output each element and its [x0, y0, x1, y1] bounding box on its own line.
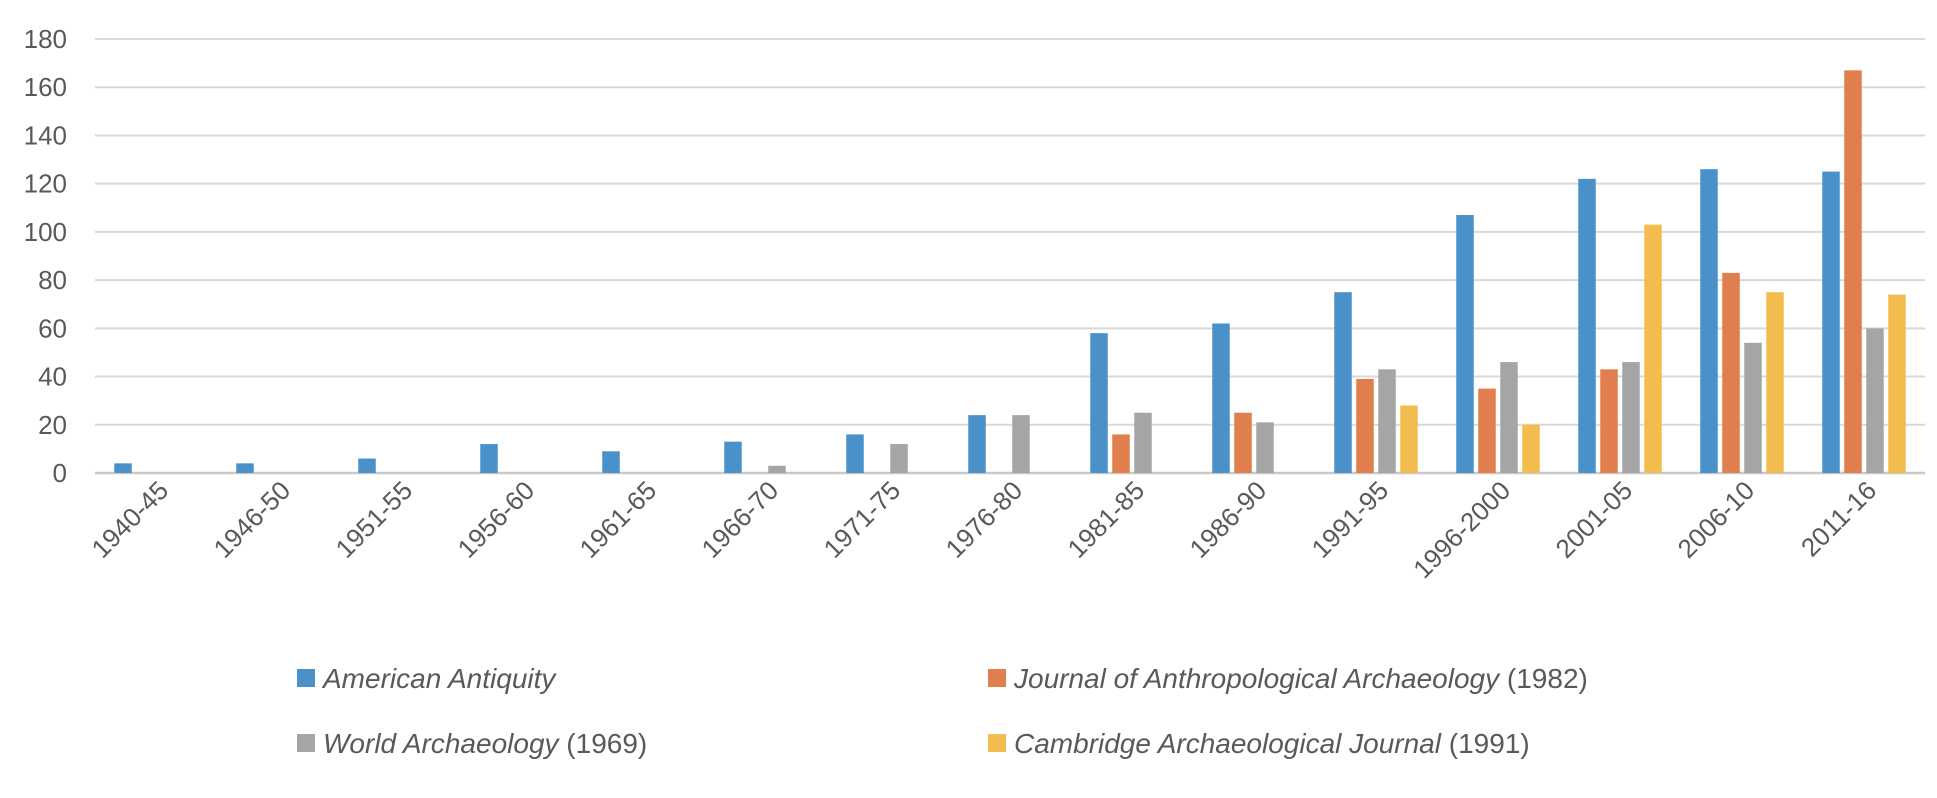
- gridlines: [95, 38, 1925, 475]
- bar-american-antiquity-1966-70: [724, 441, 742, 473]
- y-tick-label: 120: [24, 169, 67, 199]
- legend-entry: World Archaeology (1969): [323, 728, 647, 759]
- bar-world-archaeology-1981-85: [1134, 412, 1152, 473]
- bar-world-archaeology-2001-05: [1622, 362, 1640, 473]
- x-tick-label: 1996-2000: [1407, 475, 1516, 584]
- legend-series-name: World Archaeology: [323, 728, 561, 759]
- legend: American Antiquity Journal of Anthropolog…: [297, 663, 1588, 759]
- y-tick-label: 60: [38, 313, 67, 343]
- x-tick-label: 1986-90: [1184, 475, 1273, 564]
- legend-series-year: (1991): [1441, 728, 1530, 759]
- legend-swatch: [297, 669, 315, 687]
- bars: [114, 70, 1906, 473]
- legend-series-year: (1982): [1499, 663, 1588, 694]
- bar-cambridge-archaeological-journal-2011-16: [1888, 294, 1906, 473]
- y-tick-label: 100: [24, 217, 67, 247]
- x-tick-label: 1956-60: [452, 475, 541, 564]
- legend-series-name: Cambridge Archaeological Journal: [1014, 728, 1442, 759]
- legend-series-name: Journal of Anthropological Archaeology: [1013, 663, 1501, 694]
- y-tick-label: 40: [38, 362, 67, 392]
- bar-american-antiquity-2006-10: [1700, 169, 1718, 473]
- bar-world-archaeology-2011-16: [1866, 328, 1884, 473]
- x-tick-label: 1971-75: [818, 475, 907, 564]
- legend-series-year: (1969): [559, 728, 648, 759]
- x-tick-label: 2001-05: [1550, 475, 1639, 564]
- bar-american-antiquity-1961-65: [602, 451, 620, 473]
- bar-world-archaeology-1986-90: [1256, 422, 1274, 473]
- bar-journal-of-anthropological-archaeology-2001-05: [1600, 369, 1618, 473]
- legend-swatch: [988, 734, 1006, 752]
- y-tick-label: 80: [38, 265, 67, 295]
- legend-swatch: [297, 734, 315, 752]
- y-tick-label: 0: [53, 458, 67, 488]
- y-tick-label: 20: [38, 410, 67, 440]
- x-tick-label: 1976-80: [940, 475, 1029, 564]
- legend-entry: American Antiquity: [321, 663, 557, 694]
- bar-cambridge-archaeological-journal-2001-05: [1644, 224, 1662, 473]
- bar-american-antiquity-2011-16: [1822, 171, 1840, 473]
- x-tick-label: 1981-85: [1062, 475, 1151, 564]
- legend-series-name: American Antiquity: [321, 663, 557, 694]
- bar-world-archaeology-1996-2000: [1500, 362, 1518, 473]
- bar-world-archaeology-1971-75: [890, 444, 908, 473]
- bar-american-antiquity-1956-60: [480, 444, 498, 473]
- bar-journal-of-anthropological-archaeology-2011-16: [1844, 70, 1862, 473]
- bar-world-archaeology-2006-10: [1744, 342, 1762, 473]
- bar-journal-of-anthropological-archaeology-1986-90: [1234, 412, 1252, 473]
- x-tick-label: 2006-10: [1672, 475, 1761, 564]
- bar-world-archaeology-1991-95: [1378, 369, 1396, 473]
- x-tick-label: 1946-50: [208, 475, 297, 564]
- bar-journal-of-anthropological-archaeology-1996-2000: [1478, 388, 1496, 473]
- bar-cambridge-archaeological-journal-2006-10: [1766, 292, 1784, 473]
- bar-american-antiquity-1940-45: [114, 463, 132, 473]
- bar-journal-of-anthropological-archaeology-2006-10: [1722, 272, 1740, 473]
- bar-american-antiquity-1971-75: [846, 434, 864, 473]
- legend-swatch: [988, 669, 1006, 687]
- bar-world-archaeology-1966-70: [768, 465, 786, 473]
- bar-american-antiquity-2001-05: [1578, 178, 1596, 473]
- bar-american-antiquity-1976-80: [968, 415, 986, 473]
- x-tick-label: 1940-45: [86, 475, 175, 564]
- x-tick-label: 1966-70: [696, 475, 785, 564]
- legend-entry: Journal of Anthropological Archaeology (…: [1013, 663, 1588, 694]
- y-tick-label: 180: [24, 24, 67, 54]
- x-tick-label: 1991-95: [1306, 475, 1395, 564]
- bar-american-antiquity-1981-85: [1090, 333, 1108, 473]
- bar-cambridge-archaeological-journal-1991-95: [1400, 405, 1418, 473]
- bar-american-antiquity-1951-55: [358, 458, 376, 473]
- bar-american-antiquity-1986-90: [1212, 323, 1230, 473]
- bar-american-antiquity-1991-95: [1334, 292, 1352, 473]
- y-tick-label: 160: [24, 72, 67, 102]
- bar-world-archaeology-1976-80: [1012, 415, 1030, 473]
- legend-entry: Cambridge Archaeological Journal (1991): [1014, 728, 1530, 759]
- bar-cambridge-archaeological-journal-1996-2000: [1522, 424, 1540, 473]
- bar-journal-of-anthropological-archaeology-1981-85: [1112, 434, 1130, 473]
- bar-american-antiquity-1946-50: [236, 463, 254, 473]
- bar-journal-of-anthropological-archaeology-1991-95: [1356, 378, 1374, 473]
- x-tick-label: 1961-65: [574, 475, 663, 564]
- bar-american-antiquity-1996-2000: [1456, 215, 1474, 473]
- x-tick-label: 1951-55: [330, 475, 419, 564]
- y-axis: 0 20 40 60 80 100 120 140 160 180: [24, 24, 67, 488]
- x-axis: 1940-45 1946-50 1951-55 1956-60 1961-65 1966-…: [86, 475, 1883, 584]
- y-tick-label: 140: [24, 120, 67, 150]
- x-tick-label: 2011-16: [1795, 475, 1882, 562]
